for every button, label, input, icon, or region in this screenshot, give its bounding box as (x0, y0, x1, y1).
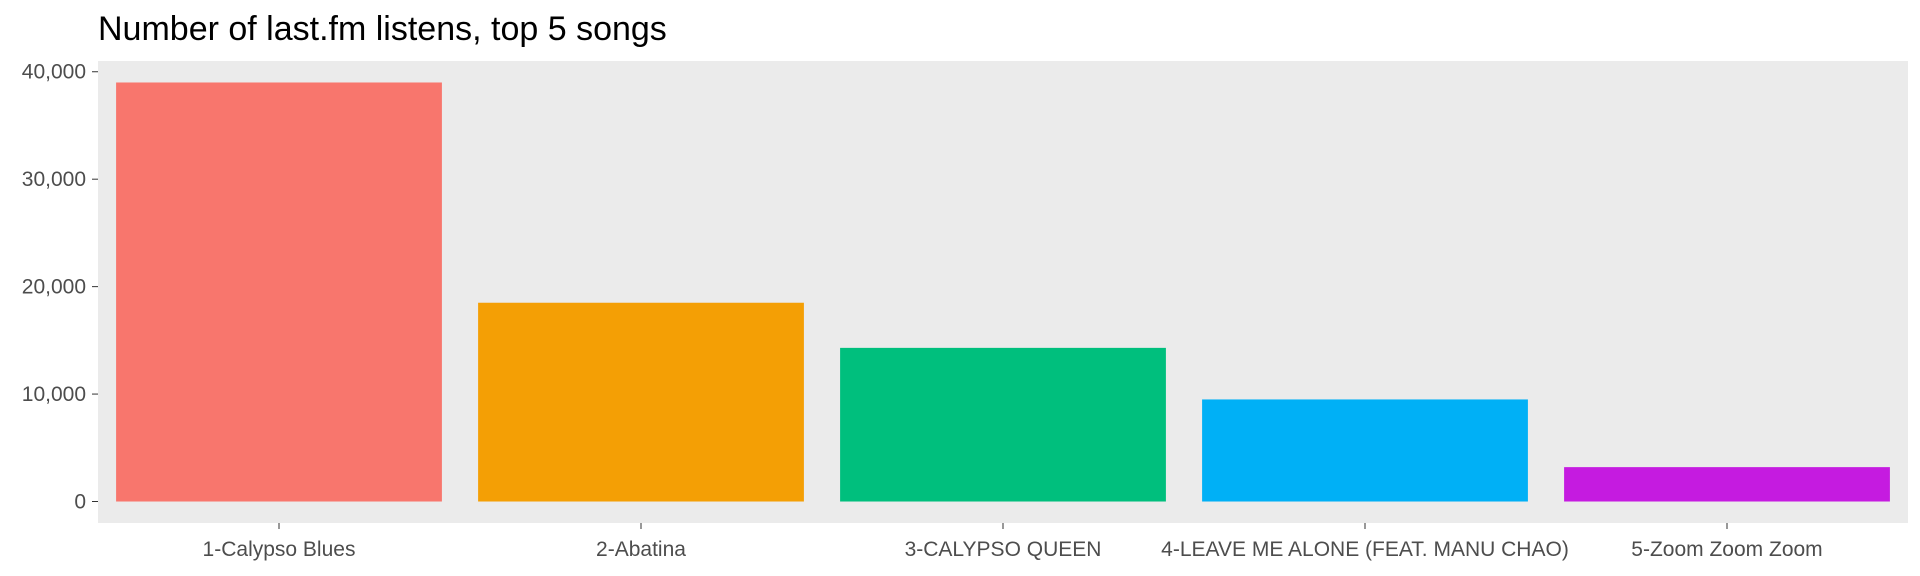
y-tick-label: 10,000 (22, 383, 86, 406)
chart-title: Number of last.fm listens, top 5 songs (98, 10, 667, 48)
bar (116, 82, 442, 502)
bar (1202, 399, 1528, 502)
bar (840, 347, 1166, 502)
y-tick-label: 30,000 (22, 168, 86, 191)
y-tick-label: 40,000 (22, 61, 86, 84)
x-axis: 1-Calypso Blues 2-Abatina 3-CALYPSO QUEEN 4… (203, 523, 1823, 561)
x-tick-label: 5-Zoom Zoom Zoom (1631, 538, 1822, 561)
x-tick-label: 2-Abatina (596, 538, 686, 561)
bar (478, 302, 804, 502)
y-tick-label: 0 (74, 491, 86, 514)
x-tick-label: 1-Calypso Blues (203, 538, 356, 561)
bars (116, 82, 1890, 502)
y-axis: 0 10,000 20,000 30,000 40,000 (22, 61, 98, 514)
y-tick-label: 20,000 (22, 276, 86, 299)
x-tick-label: 4-LEAVE ME ALONE (FEAT. MANU CHAO) (1161, 538, 1569, 561)
bar (1564, 467, 1890, 502)
x-tick-label: 3-CALYPSO QUEEN (905, 538, 1102, 561)
